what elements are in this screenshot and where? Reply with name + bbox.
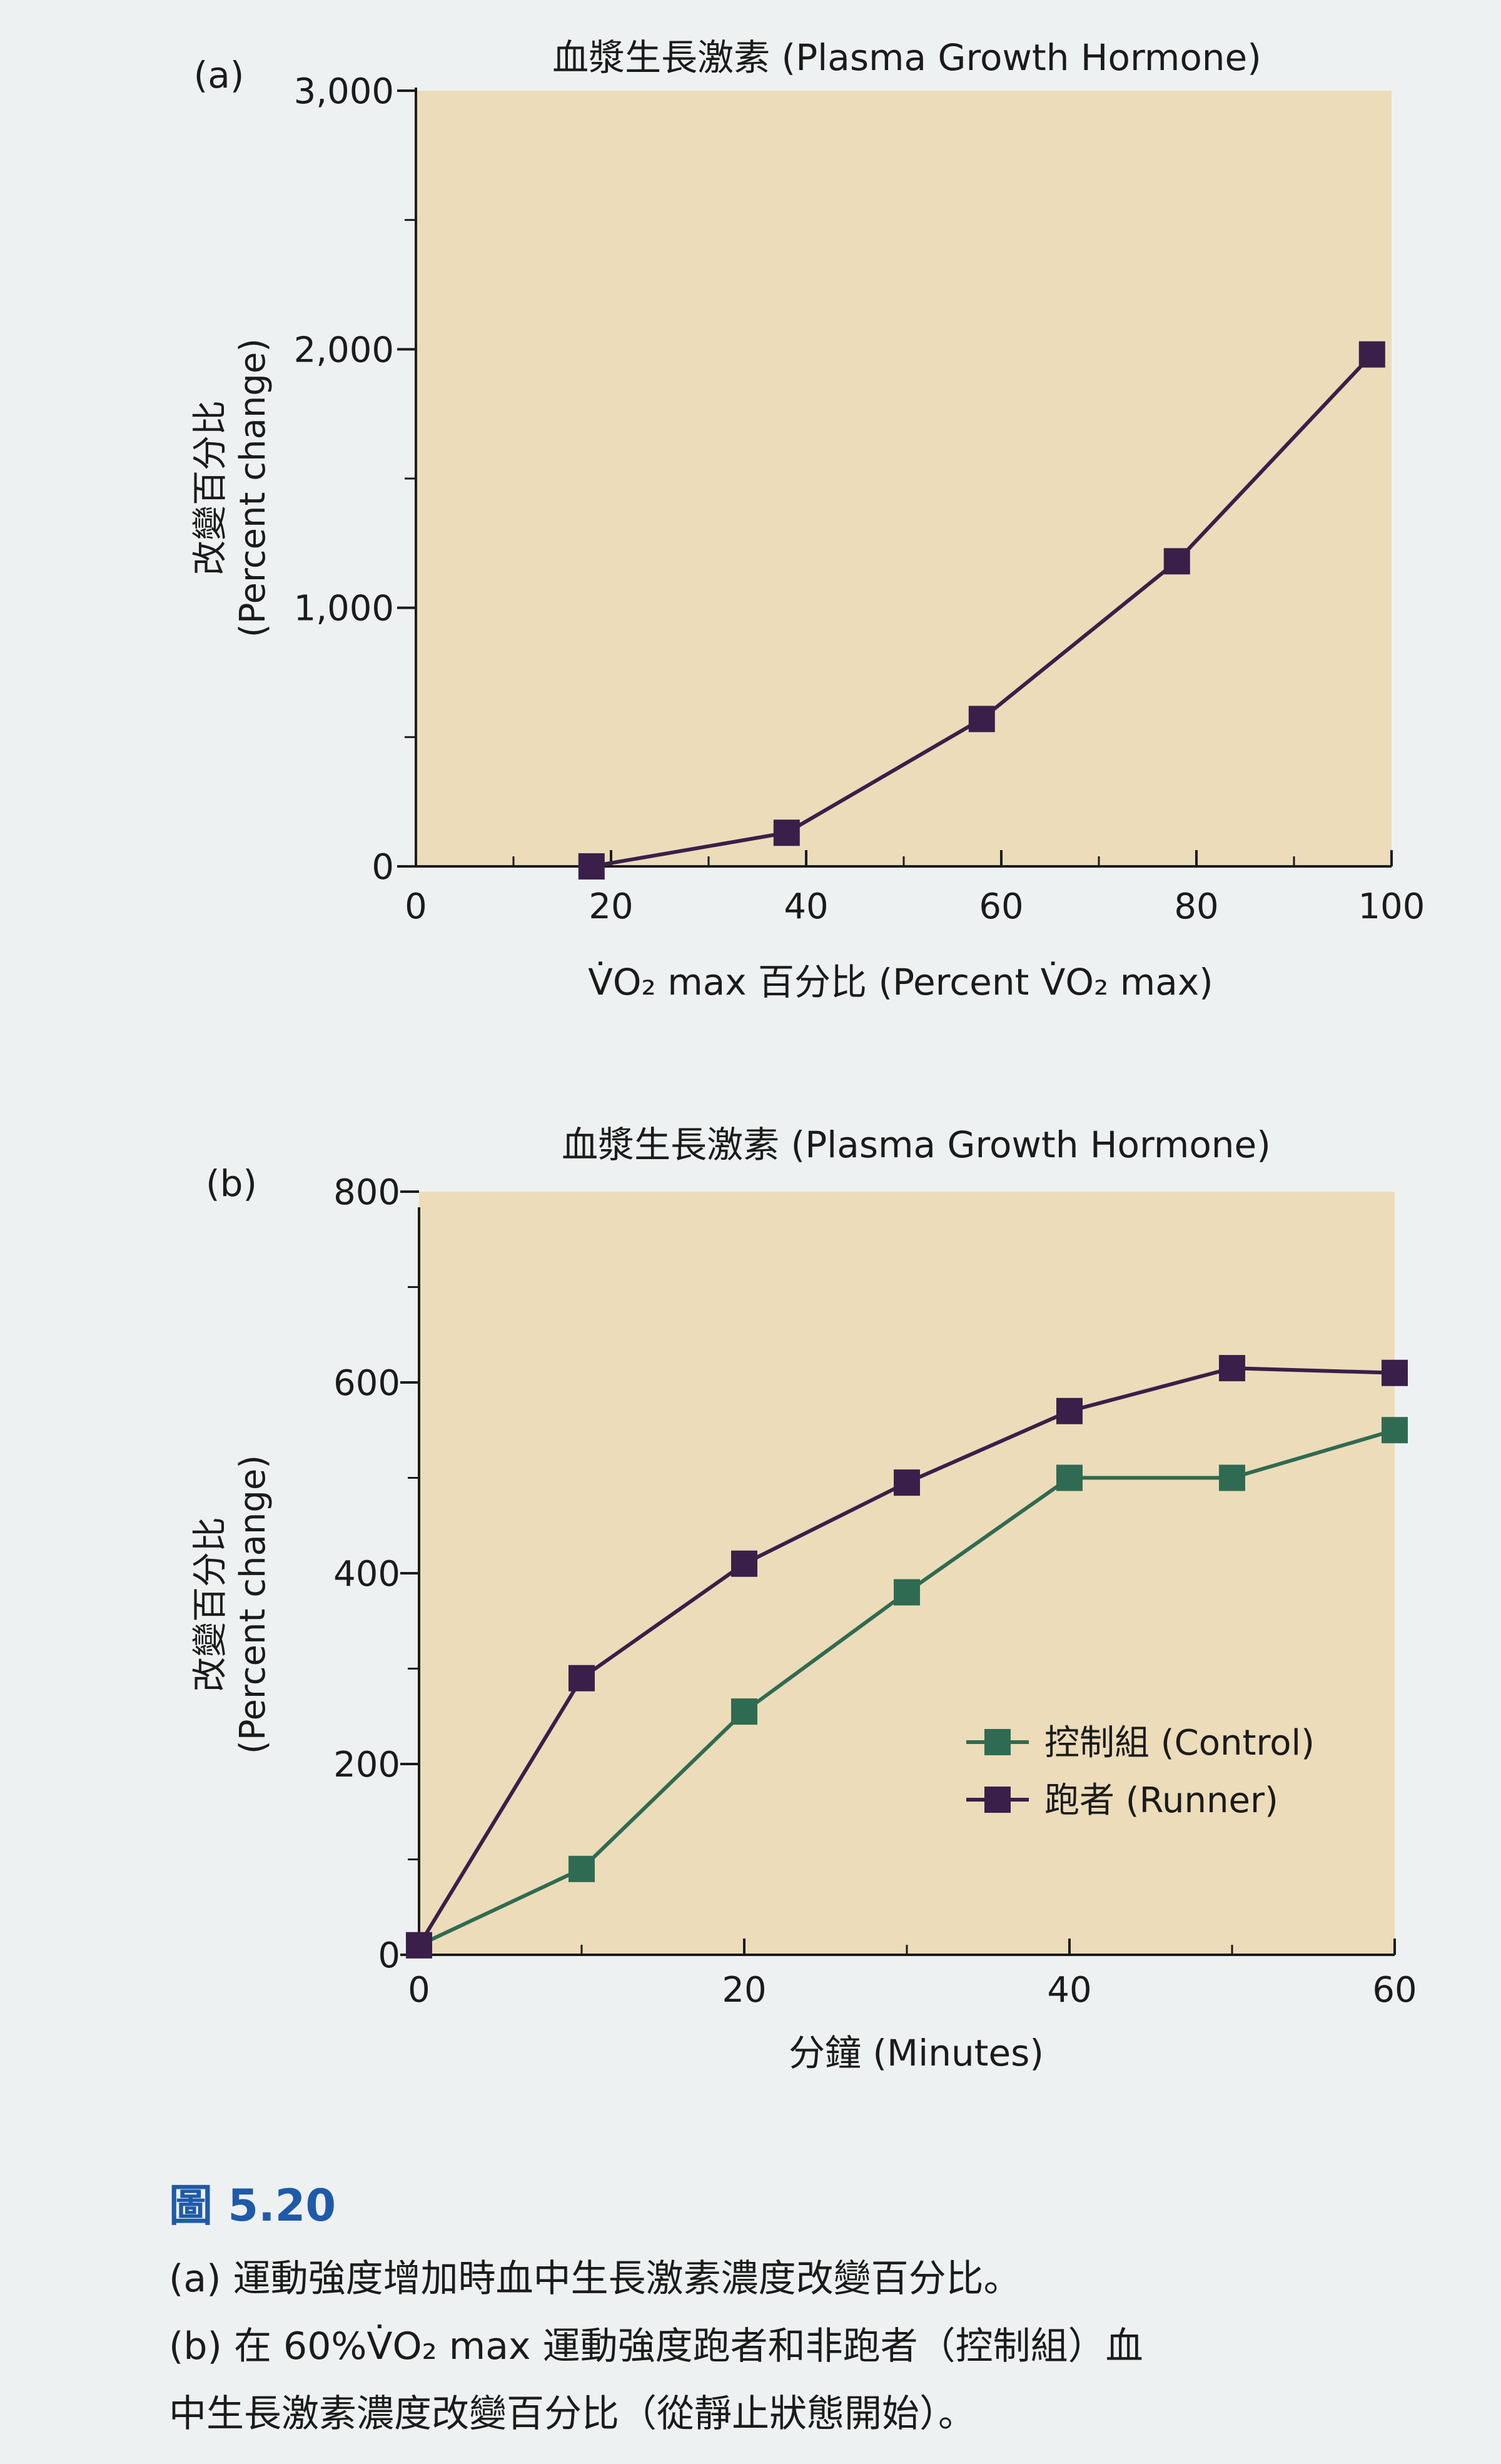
panel-label: (a) xyxy=(194,54,245,96)
data-point-0-0 xyxy=(578,853,605,880)
caption-line-a: (a) 運動強度增加時血中生長激素濃度改變百分比。 xyxy=(169,2257,1021,2301)
chart-title: 血漿生長激素 (Plasma Growth Hormone) xyxy=(562,1123,1271,1166)
legend-marker-0 xyxy=(984,1729,1011,1755)
y-axis-label-english: (Percent change) xyxy=(233,338,273,637)
figure-caption: 圖 5.20 (a) 運動強度增加時血中生長激素濃度改變百分比。 (b) 在 6… xyxy=(169,2171,1451,2448)
caption-line-b: (b) 在 60%V̇O₂ max 運動強度跑者和非跑者（控制組）血 xyxy=(169,2325,1143,2368)
y-tick-label: 2,000 xyxy=(294,330,394,370)
plot-area xyxy=(416,91,1392,866)
data-point-0-2 xyxy=(731,1698,757,1725)
data-point-0-2 xyxy=(968,706,995,733)
data-point-0-5 xyxy=(1219,1464,1245,1491)
y-tick-label: 3,000 xyxy=(294,71,394,112)
panel-label: (b) xyxy=(206,1162,257,1205)
y-tick-label: 200 xyxy=(333,1745,400,1785)
legend-label-1: 跑者 (Runner) xyxy=(1044,1780,1278,1821)
data-point-0-3 xyxy=(894,1579,920,1606)
data-point-0-1 xyxy=(773,819,800,846)
y-axis-label: 改變百分比 xyxy=(190,1517,231,1692)
data-point-1-2 xyxy=(731,1550,757,1577)
data-point-1-0 xyxy=(406,1932,432,1959)
x-tick-label: 60 xyxy=(979,886,1023,927)
figure-number: 圖 5.20 xyxy=(169,2180,336,2231)
data-point-0-4 xyxy=(1056,1464,1083,1491)
legend-label-0: 控制組 (Control) xyxy=(1044,1723,1315,1763)
x-axis-label: V̇O₂ max 百分比 (Percent V̇O₂ max) xyxy=(588,961,1213,1003)
data-point-0-6 xyxy=(1382,1417,1408,1444)
plot-area xyxy=(419,1192,1395,1955)
y-tick-label: 400 xyxy=(333,1554,400,1595)
chart-title: 血漿生長激素 (Plasma Growth Hormone) xyxy=(552,36,1261,79)
data-point-1-5 xyxy=(1219,1355,1245,1382)
legend-marker-1 xyxy=(984,1787,1011,1813)
x-tick-label: 0 xyxy=(405,886,427,927)
caption-line-b-cont: 中生長激素濃度改變百分比（從靜止狀態開始）。 xyxy=(169,2392,976,2436)
x-tick-label: 20 xyxy=(589,886,633,927)
chart-b: 0 200 400 600 800 0 20 40 60 (b) 血漿生長激素 (Plasma Gr… xyxy=(190,1123,1417,2074)
x-tick-label: 40 xyxy=(784,886,828,927)
data-point-1-1 xyxy=(569,1665,595,1691)
data-point-0-1 xyxy=(569,1855,595,1882)
data-point-1-6 xyxy=(1382,1359,1408,1386)
y-tick-label: 600 xyxy=(333,1363,400,1404)
x-tick-label: 40 xyxy=(1047,1970,1091,2010)
data-point-0-3 xyxy=(1163,548,1190,575)
y-axis-label-english: (Percent change) xyxy=(233,1455,273,1754)
x-tick-label: 60 xyxy=(1372,1970,1417,2010)
data-point-0-4 xyxy=(1358,341,1385,368)
x-axis-label: 分鐘 (Minutes) xyxy=(789,2032,1044,2074)
y-axis-label: 改變百分比 xyxy=(190,400,231,575)
chart-a: 0 1,000 2,000 3,000 0 20 40 60 80 100 (a) 血漿生長激素 (P… xyxy=(190,36,1425,1003)
data-point-1-4 xyxy=(1056,1397,1083,1424)
data-point-1-3 xyxy=(894,1469,920,1496)
x-tick-label: 80 xyxy=(1174,886,1218,927)
x-tick-label: 20 xyxy=(722,1970,766,2010)
y-tick-label: 800 xyxy=(333,1172,400,1213)
x-tick-label: 100 xyxy=(1358,886,1425,927)
y-tick-label: 1,000 xyxy=(294,589,394,629)
y-tick-label: 0 xyxy=(378,1935,400,1976)
x-tick-label: 0 xyxy=(408,1970,430,2010)
y-tick-label: 0 xyxy=(371,847,394,888)
